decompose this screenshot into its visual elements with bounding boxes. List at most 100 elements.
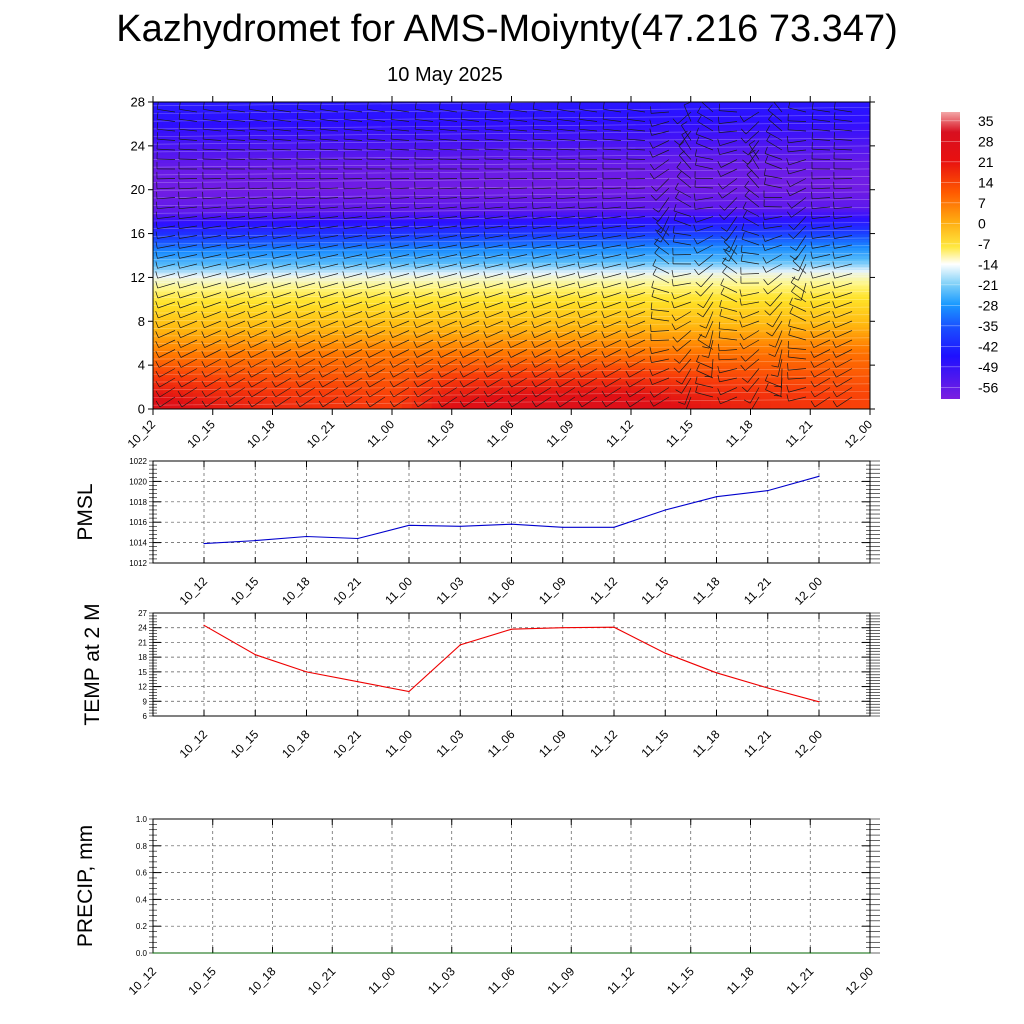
heat-cell [282, 222, 294, 227]
heat-cell [481, 167, 493, 172]
heat-cell [521, 348, 533, 353]
heat-cell [352, 343, 363, 347]
heat-cell [382, 376, 393, 380]
heat-cell [252, 134, 264, 139]
heat-cell [202, 326, 214, 331]
heat-cell [302, 233, 314, 238]
heat-cell [312, 228, 323, 232]
heat-cell [332, 145, 343, 150]
heat-cell [202, 170, 214, 174]
heat-cell [162, 195, 174, 199]
heat-cell [322, 285, 333, 290]
heat-cell [501, 362, 513, 366]
heat-cell [272, 271, 284, 276]
heat-cell [342, 258, 353, 262]
heat-cell [471, 123, 483, 128]
heat-cell [401, 296, 413, 301]
heat-cell [222, 324, 234, 328]
heat-cell [421, 277, 433, 281]
heat-cell [421, 217, 433, 221]
heat-cell [312, 250, 323, 254]
heat-cell [401, 132, 413, 136]
heat-cell [172, 318, 184, 322]
heat-cell [461, 225, 473, 229]
heat-cell [262, 145, 274, 150]
heat-cell [392, 302, 403, 306]
heat-cell [322, 313, 333, 317]
heat-cell [372, 356, 383, 361]
heat-cell [332, 282, 343, 287]
heat-cell [431, 271, 443, 276]
heat-cell [521, 334, 533, 339]
heat-cell [421, 247, 433, 251]
heat-cell [232, 129, 244, 133]
heat-cell [471, 214, 483, 218]
heat-cell [531, 326, 543, 331]
heat-cell [192, 395, 204, 399]
heat-cell [531, 387, 543, 391]
heat-cell [441, 189, 453, 194]
heat-cell [312, 143, 323, 147]
heat-cell [153, 400, 164, 405]
heat-cell [441, 351, 453, 355]
heat-cell [441, 145, 453, 150]
heat-cell [342, 107, 353, 111]
heat-cell [202, 359, 214, 364]
heat-cell [292, 173, 304, 177]
heat-cell [153, 304, 164, 309]
heat-cell [212, 137, 224, 142]
heat-cell [272, 200, 284, 205]
heat-cell [352, 217, 363, 221]
heat-cell [382, 255, 393, 259]
heat-cell [212, 389, 224, 394]
heat-cell [461, 236, 473, 240]
heat-cell [531, 310, 543, 314]
heat-cell [192, 118, 204, 122]
heat-cell [232, 162, 244, 166]
heat-cell [401, 197, 413, 202]
heat-cell [362, 356, 373, 361]
heat-cell [431, 255, 443, 259]
heat-cell [352, 181, 363, 185]
heat-cell [182, 304, 194, 309]
heat-cell [521, 217, 533, 221]
heat-cell [153, 403, 164, 407]
heat-cell [272, 203, 284, 207]
heat-cell [501, 189, 513, 194]
heat-cell [182, 387, 194, 391]
heat-cell [312, 151, 323, 155]
heat-cell [352, 211, 363, 216]
heat-cell [242, 307, 254, 312]
heat-cell [282, 217, 294, 221]
heat-cell [372, 359, 383, 364]
heat-cell [401, 406, 413, 409]
heat-cell [352, 348, 363, 353]
heat-cell [352, 400, 363, 405]
heat-cell [511, 376, 523, 380]
heat-cell [392, 348, 403, 353]
heat-cell [212, 304, 224, 309]
heat-cell [272, 239, 284, 243]
heat-cell [332, 318, 343, 322]
heat-cell [441, 280, 453, 284]
heat-cell [212, 376, 224, 380]
heat-cell [461, 247, 473, 251]
heat-cell [362, 318, 373, 322]
heat-cell [242, 129, 254, 133]
heat-cell [451, 143, 463, 147]
heat-cell [372, 228, 383, 232]
heat-cell [212, 310, 224, 314]
heat-cell [222, 277, 234, 281]
heat-cell [521, 302, 533, 306]
heat-cell [222, 181, 234, 185]
heat-cell [481, 219, 493, 224]
heat-cell [192, 197, 204, 202]
heat-cell [192, 326, 204, 331]
heat-cell [401, 285, 413, 290]
heat-cell [292, 326, 304, 331]
heat-cell [521, 318, 533, 322]
heat-cell [491, 252, 503, 257]
heat-cell [382, 197, 393, 202]
heat-cell [172, 392, 184, 396]
heat-cell [521, 162, 533, 166]
